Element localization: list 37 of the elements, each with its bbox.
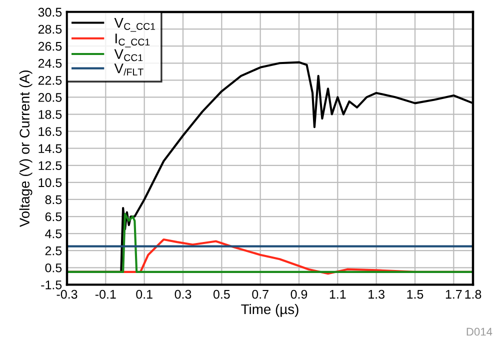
x-tick-label: -0.3: [56, 290, 78, 299]
y-tick-label: 0.5: [45, 263, 62, 272]
text: D014: [466, 328, 492, 336]
y-tick-label: 18.5: [38, 110, 62, 119]
x-tick-label: 0.5: [213, 290, 230, 299]
legend-label: I$_{C_CC1}$: [116, 34, 150, 48]
x-tick-label: 0.3: [174, 290, 192, 299]
y-tick-label: 12.5: [38, 161, 62, 170]
x-tick-label: 1.1: [330, 290, 346, 299]
y-tick-label: 2.5: [45, 246, 62, 256]
y-tick-label: 8.5: [45, 195, 62, 204]
y-tick-label: 6.5: [45, 212, 62, 222]
y-tick-label: 10.5: [38, 178, 62, 188]
x-tick-label: 0.9: [290, 290, 308, 299]
y-tick-label: 4.5: [45, 229, 62, 238]
x-tick-label: 1.3: [368, 290, 384, 299]
x-tick-label: 1.7: [446, 290, 462, 299]
x-axis-title: Time (µs): [241, 304, 298, 317]
y-tick-label: 30.5: [38, 8, 62, 17]
y-tick-label: 24.5: [38, 58, 62, 68]
y-tick-label: 22.5: [38, 76, 62, 85]
x-tick-label: 0.1: [136, 290, 152, 299]
y-tick-label: 20.5: [38, 93, 62, 102]
y-tick-label: 16.5: [38, 127, 62, 136]
y-tick-label: -1.5: [41, 280, 62, 290]
legend-label: V$_{/FLT}$: [114, 64, 144, 76]
legend-label: V$_{CC1}$: [114, 49, 143, 62]
y-tick-label: 28.5: [38, 24, 62, 34]
y-tick-label: 26.5: [38, 42, 62, 51]
y-tick-label: 14.5: [38, 144, 62, 153]
legend-label: V$_{C_CC1}$: [114, 18, 156, 32]
line-series: [67, 212, 473, 273]
y-axis-title: Voltage (V) or Current (A): [19, 70, 32, 228]
x-tick-label: 1.8: [465, 290, 482, 299]
x-tick-label: -0.1: [95, 290, 116, 299]
x-tick-label: 1.5: [407, 290, 424, 299]
x-tick-label: 0.7: [252, 290, 268, 299]
